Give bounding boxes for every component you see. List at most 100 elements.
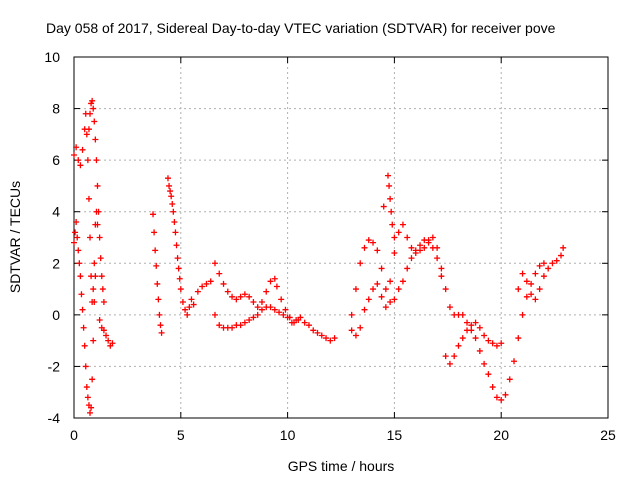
data-point bbox=[357, 260, 364, 267]
data-point bbox=[78, 291, 85, 298]
data-point bbox=[536, 262, 543, 269]
data-point bbox=[288, 319, 295, 326]
data-point bbox=[399, 278, 406, 285]
data-point bbox=[273, 283, 280, 290]
data-point bbox=[442, 286, 449, 293]
x-tick-label: 15 bbox=[387, 427, 403, 443]
data-point bbox=[438, 273, 445, 280]
data-point bbox=[167, 188, 174, 195]
data-point bbox=[85, 195, 92, 202]
data-point bbox=[224, 288, 231, 295]
data-point bbox=[90, 286, 97, 293]
data-point bbox=[96, 234, 103, 241]
data-point bbox=[532, 270, 539, 277]
data-point bbox=[352, 286, 359, 293]
y-tick-label: 6 bbox=[52, 152, 60, 168]
data-point bbox=[74, 234, 81, 241]
data-point bbox=[92, 136, 99, 143]
data-point bbox=[150, 211, 157, 218]
data-point bbox=[207, 278, 214, 285]
data-point bbox=[549, 260, 556, 267]
data-point bbox=[75, 247, 82, 254]
data-point bbox=[271, 306, 278, 313]
data-point bbox=[481, 360, 488, 367]
data-point bbox=[370, 286, 377, 293]
data-point bbox=[380, 203, 387, 210]
data-point bbox=[190, 301, 197, 308]
data-point bbox=[267, 278, 274, 285]
plot-frame bbox=[73, 56, 609, 419]
data-point bbox=[455, 342, 462, 349]
data-point bbox=[357, 324, 364, 331]
data-point bbox=[384, 172, 391, 179]
data-point bbox=[246, 293, 253, 300]
data-point bbox=[152, 247, 159, 254]
data-point bbox=[374, 280, 381, 287]
data-point bbox=[476, 324, 483, 331]
data-point bbox=[502, 391, 509, 398]
data-point bbox=[498, 340, 505, 347]
data-point bbox=[388, 208, 395, 215]
data-point bbox=[323, 335, 330, 342]
data-point bbox=[153, 262, 160, 269]
grid bbox=[74, 57, 608, 418]
data-point bbox=[174, 255, 181, 262]
data-point bbox=[389, 221, 396, 228]
data-point bbox=[276, 309, 283, 316]
data-point bbox=[90, 337, 97, 344]
data-point bbox=[382, 286, 389, 293]
data-point bbox=[361, 244, 368, 251]
data-point bbox=[429, 234, 436, 241]
data-point bbox=[446, 304, 453, 311]
data-point bbox=[91, 298, 98, 305]
data-point bbox=[387, 278, 394, 285]
data-point bbox=[370, 239, 377, 246]
data-point bbox=[263, 288, 270, 295]
data-point bbox=[96, 317, 103, 324]
data-point bbox=[446, 360, 453, 367]
data-point bbox=[229, 324, 236, 331]
data-point bbox=[93, 157, 100, 164]
data-point bbox=[83, 131, 90, 138]
data-point bbox=[305, 322, 312, 329]
data-point bbox=[282, 306, 289, 313]
data-point bbox=[83, 384, 90, 391]
y-tick-label: 4 bbox=[52, 204, 60, 220]
data-point bbox=[168, 193, 175, 200]
data-point bbox=[157, 322, 164, 329]
data-point bbox=[237, 293, 244, 300]
data-point bbox=[76, 260, 83, 267]
data-point bbox=[164, 175, 171, 182]
data-point bbox=[220, 280, 227, 287]
data-point bbox=[87, 234, 94, 241]
data-point bbox=[91, 260, 98, 267]
data-point bbox=[278, 296, 285, 303]
data-point bbox=[434, 244, 441, 251]
data-point bbox=[199, 283, 206, 290]
data-point bbox=[408, 244, 415, 251]
data-point bbox=[151, 229, 158, 236]
data-point bbox=[241, 291, 248, 298]
data-point bbox=[109, 340, 116, 347]
data-point bbox=[203, 280, 210, 287]
data-point bbox=[417, 242, 424, 249]
data-point bbox=[395, 229, 402, 236]
data-point bbox=[250, 314, 257, 321]
data-point bbox=[169, 200, 176, 207]
data-point bbox=[434, 255, 441, 262]
data-point bbox=[233, 296, 240, 303]
data-point bbox=[194, 288, 201, 295]
data-point bbox=[553, 257, 560, 264]
data-point bbox=[82, 363, 89, 370]
data-point bbox=[489, 384, 496, 391]
data-point bbox=[523, 278, 530, 285]
data-point bbox=[284, 314, 291, 321]
data-point bbox=[297, 314, 304, 321]
data-point bbox=[532, 296, 539, 303]
data-point bbox=[489, 340, 496, 347]
data-point bbox=[442, 353, 449, 360]
data-point bbox=[100, 298, 107, 305]
data-point bbox=[387, 195, 394, 202]
data-point bbox=[175, 265, 182, 272]
